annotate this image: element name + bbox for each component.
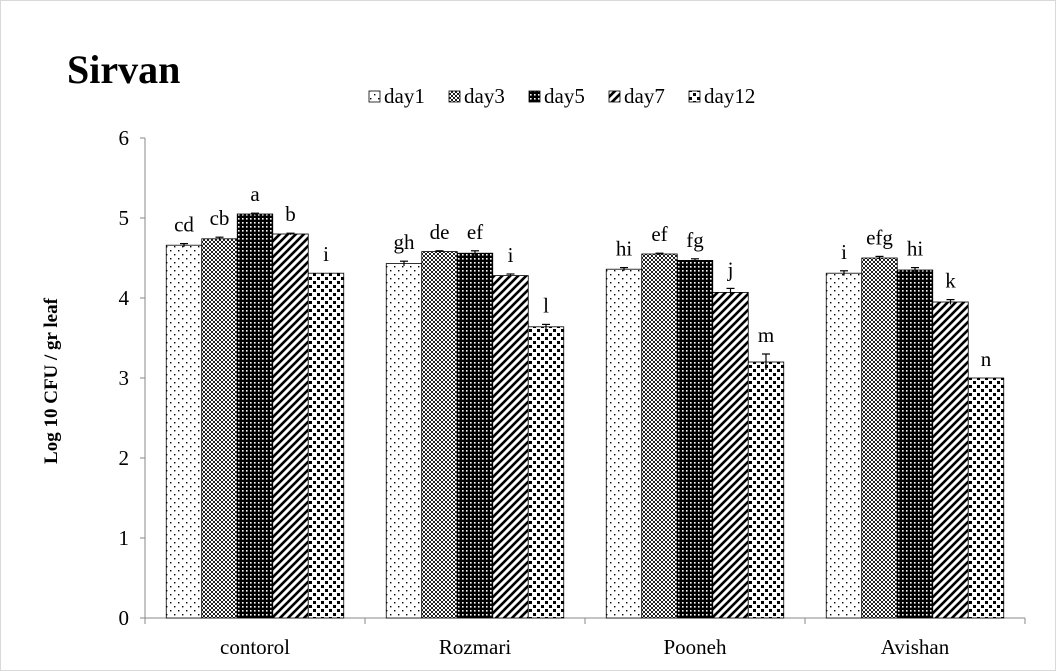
legend-label-day5: day5 [544, 84, 585, 108]
significance-letter: cb [210, 206, 230, 230]
bar-day7-avishan [932, 301, 969, 619]
legend-swatch-day3 [448, 90, 461, 103]
chart-legend: day1 day3 day5 day7 day12 [368, 84, 755, 108]
y-axis: 0 1 2 3 4 5 6 [119, 126, 145, 630]
bar-day5-avishan [896, 269, 934, 619]
significance-letter: b [285, 202, 296, 226]
y-tick-label: 0 [119, 606, 130, 630]
chart-title: Sirvan [67, 47, 180, 92]
x-tick-label: Rozmari [439, 635, 511, 659]
significance-letter: de [430, 220, 450, 244]
legend-swatch-day5 [528, 90, 541, 103]
legend-swatch-day1 [368, 90, 381, 103]
legend-swatch-day7 [608, 90, 621, 103]
significance-letter: n [981, 347, 992, 371]
bar-day12-avishan [967, 377, 1005, 619]
bar-day5-pooneh [676, 259, 714, 619]
x-tick-label: Avishan [881, 635, 950, 659]
bar-day3-avishan [861, 257, 898, 619]
legend-label-day12: day12 [704, 84, 755, 108]
bar-day12-rozmari [527, 326, 565, 619]
significance-letter: a [250, 182, 260, 206]
significance-letter: hi [616, 237, 633, 261]
y-tick-label: 1 [119, 526, 130, 550]
legend-swatch-day12 [688, 90, 701, 103]
significance-letter: ef [651, 222, 667, 246]
bar-day7-pooneh [712, 291, 749, 619]
bar-day3-pooneh [641, 253, 678, 619]
y-tick-label: 6 [119, 126, 130, 150]
y-tick-label: 3 [119, 366, 130, 390]
y-tick-label: 4 [119, 286, 130, 310]
bar-day7-contorol [272, 233, 309, 619]
x-tick-label: contorol [220, 635, 290, 659]
x-axis: contorol Rozmari Pooneh Avishan [144, 618, 1026, 659]
x-tick-label: Pooneh [664, 635, 728, 659]
legend-label-day7: day7 [624, 84, 665, 108]
significance-letter: i [841, 240, 847, 264]
significance-letter: m [758, 323, 774, 347]
y-tick-label: 2 [119, 446, 130, 470]
bar-day1-rozmari [385, 263, 423, 619]
significance-letter: j [727, 257, 734, 281]
significance-letter: i [323, 242, 329, 266]
y-tick-label: 5 [119, 206, 130, 230]
bar-day3-contorol [201, 238, 238, 619]
significance-letter: ef [467, 220, 483, 244]
bar-day5-rozmari [456, 252, 494, 619]
bar-day1-pooneh [605, 268, 643, 619]
bar-day12-pooneh [747, 361, 785, 619]
significance-letter: l [543, 293, 549, 317]
significance-letter: hi [907, 237, 924, 261]
legend-label-day1: day1 [384, 84, 425, 108]
significance-letter: cd [174, 213, 194, 237]
y-axis-label: Log 10 CFU / gr leaf [41, 297, 62, 464]
bar-day7-rozmari [492, 275, 529, 619]
bar-day5-contorol [236, 213, 274, 619]
legend-label-day3: day3 [464, 84, 505, 108]
significance-letter: fg [686, 228, 704, 252]
significance-letter: efg [866, 225, 893, 249]
significance-letter: gh [394, 230, 416, 254]
significance-letter: i [508, 243, 514, 267]
significance-letter: k [945, 269, 956, 293]
bar-day1-avishan [825, 272, 863, 619]
bar-day1-contorol [165, 244, 203, 619]
bar-day12-contorol [307, 272, 345, 619]
bar-day3-rozmari [421, 251, 458, 619]
